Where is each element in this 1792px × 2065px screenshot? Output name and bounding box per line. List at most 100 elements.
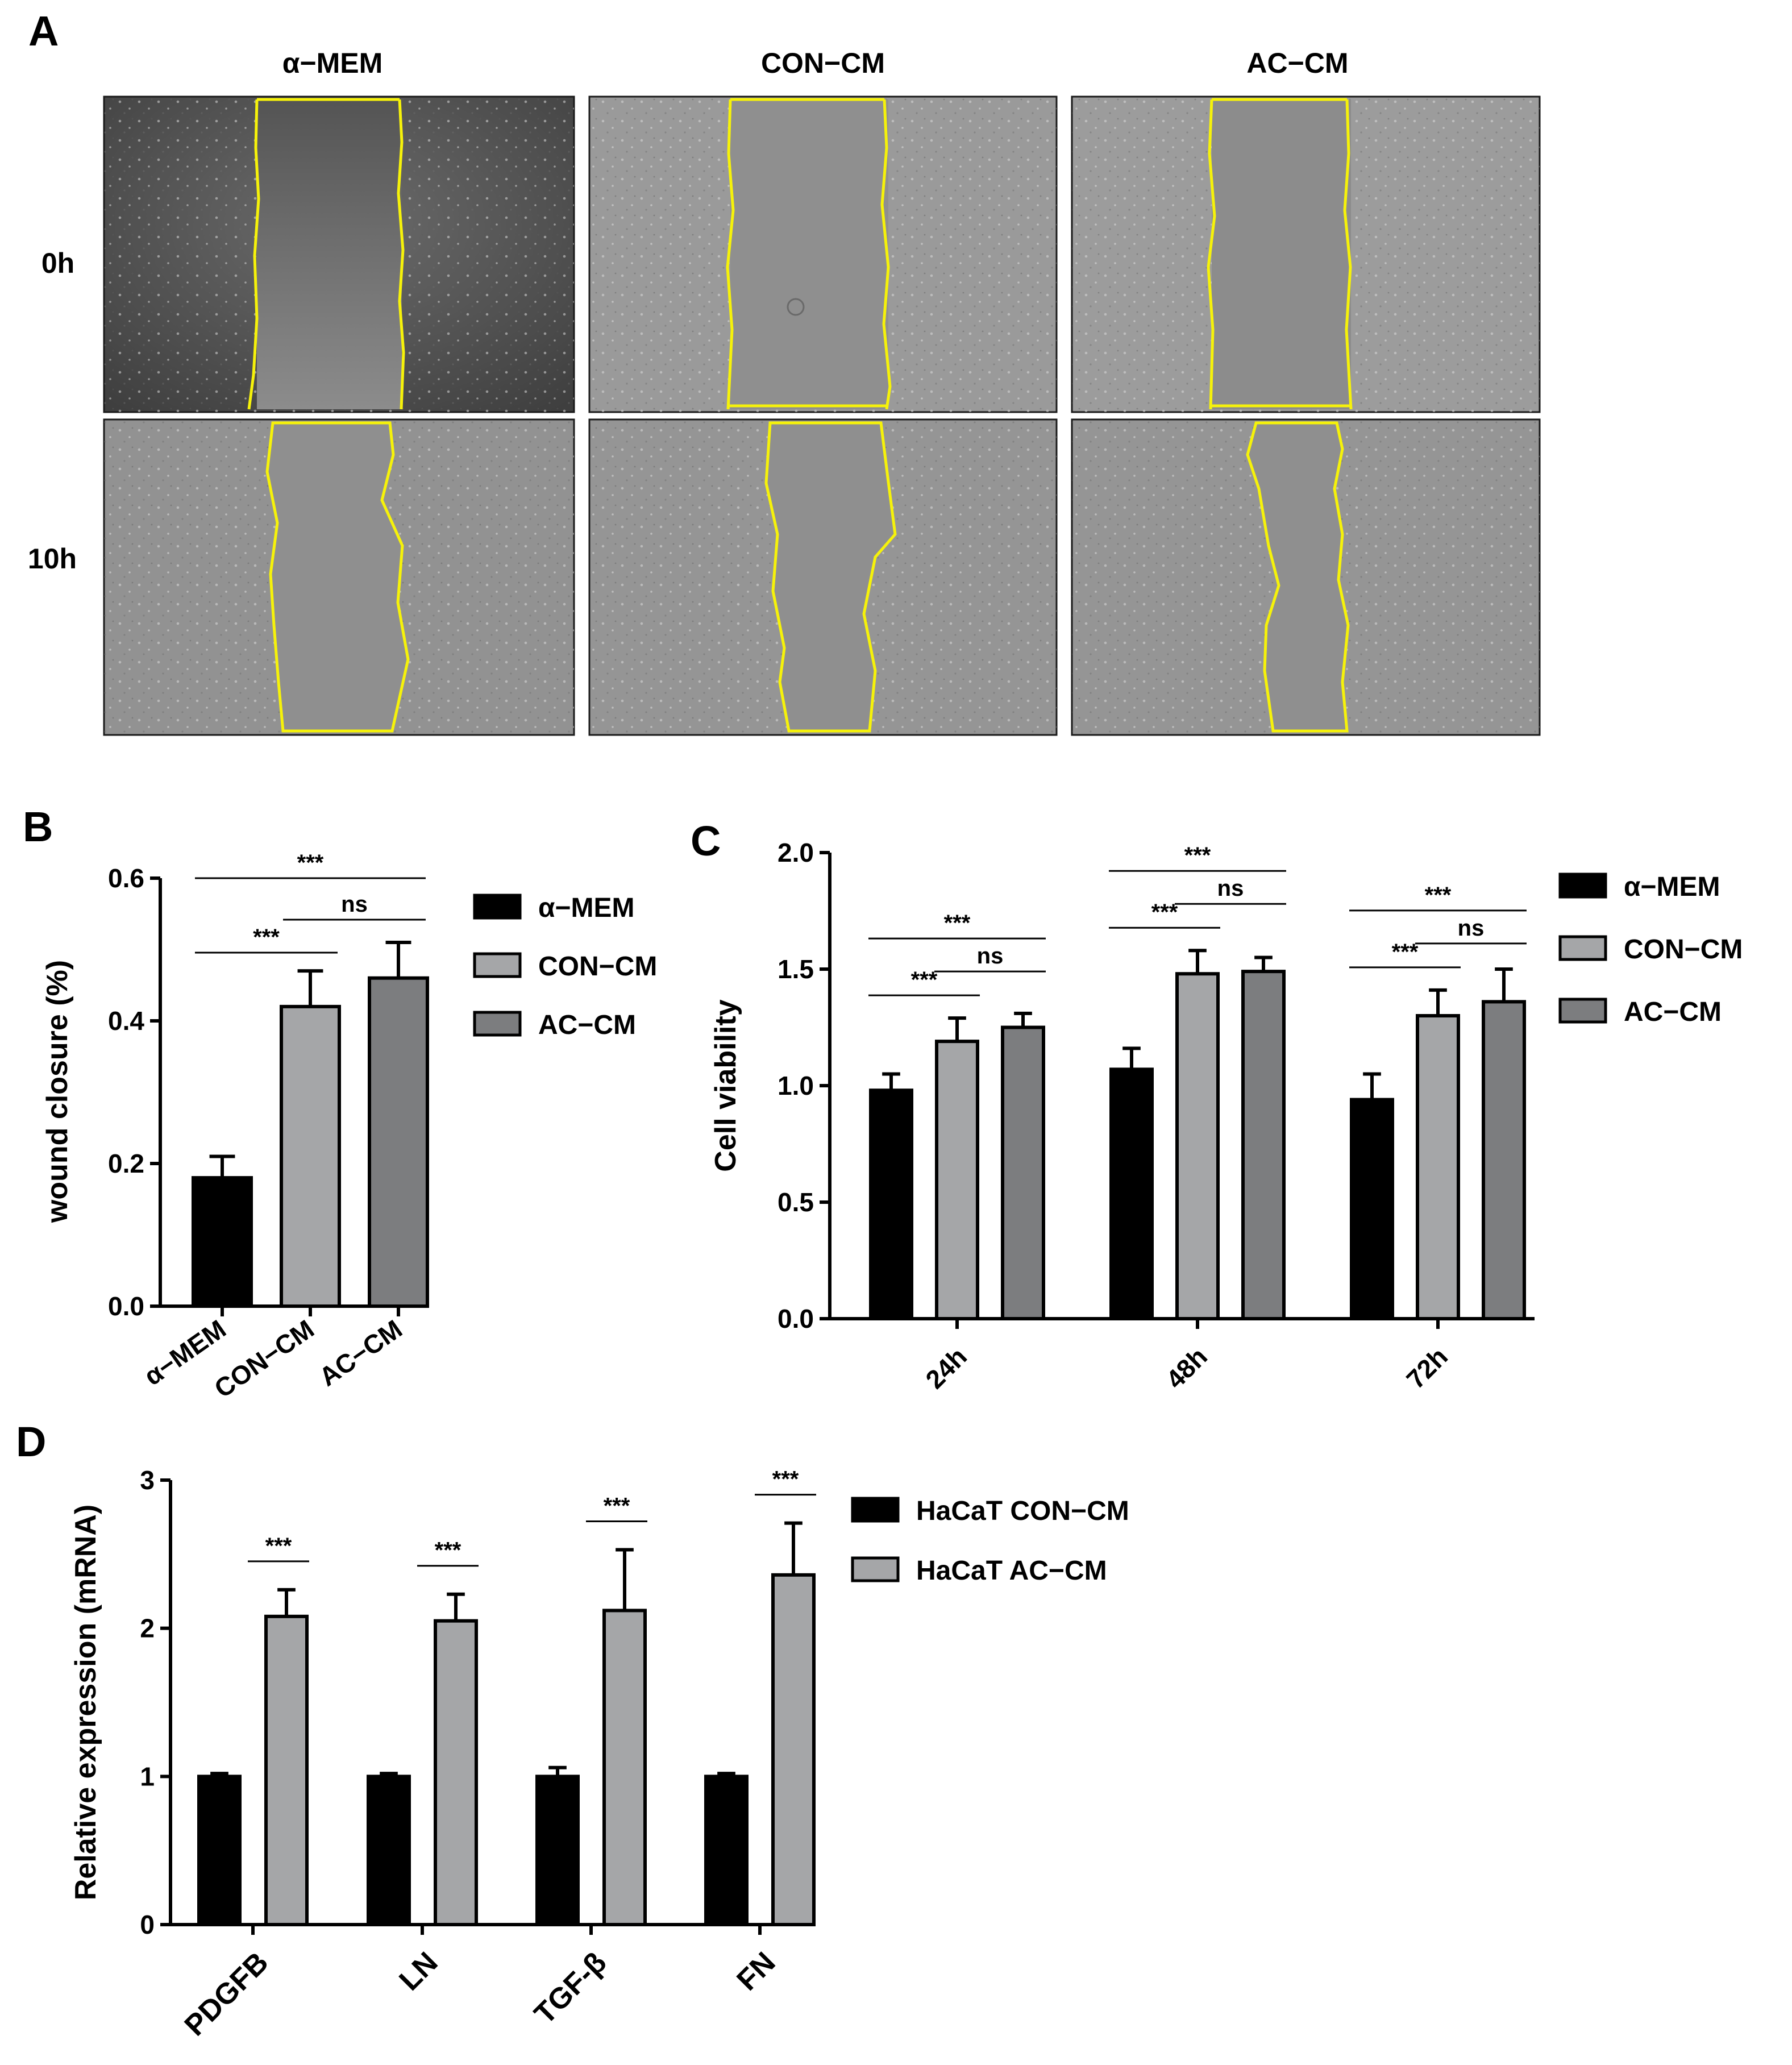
legend-ac-cm-label: AC−CM [1624, 997, 1722, 1027]
significance-48h-1-3-label: *** [1184, 843, 1211, 868]
bar-mem [192, 1176, 253, 1308]
bar-48h-ac-cm [1241, 970, 1286, 1320]
legend-con-cm-label: CON−CM [1624, 934, 1743, 965]
y-tick-label: 2.0 [777, 838, 814, 867]
x-tick-label: 48h [1160, 1341, 1213, 1394]
bar-fn-hacat-ac-cm [771, 1573, 816, 1926]
wound-gap [730, 99, 888, 409]
column-header-ac-cm: AC−CM [1246, 47, 1348, 79]
y-tick-label: 0.6 [108, 863, 144, 893]
bar-pdgfb-hacat-ac-cm [264, 1614, 309, 1926]
y-axis-title: wound closure (%) [41, 960, 74, 1223]
wound-edge-right [397, 99, 405, 410]
micrograph-ac-cm-0h [1071, 95, 1541, 413]
legend-ac-cm-label: AC−CM [538, 1010, 636, 1040]
bar-24h-ac-cm [1001, 1025, 1045, 1320]
wound-gap [265, 421, 410, 733]
column-header-con-cm: CON−CM [761, 47, 885, 79]
micrograph-con-cm-0h [588, 95, 1058, 413]
panel-a-label: A [28, 7, 59, 55]
x-tick-label: LN [393, 1946, 444, 1997]
legend-ac-cm-swatch [1558, 998, 1607, 1024]
legend-hacat-con-cm-swatch [851, 1497, 900, 1523]
legend-hacat-con-cm-label: HaCaT CON−CM [916, 1496, 1129, 1526]
significance-1-3-label: *** [297, 850, 324, 875]
x-tick-label: FN [730, 1946, 781, 1997]
legend-con-cm-swatch [1558, 935, 1607, 961]
legend-con-cm-swatch [473, 952, 522, 978]
significance-24h-2-3-label: ns [977, 944, 1004, 969]
legend-mem-swatch [473, 894, 522, 920]
significance-48h-2-3-label: ns [1217, 876, 1244, 901]
y-tick-label: 0 [140, 1910, 155, 1939]
y-tick-label: 1.5 [777, 954, 814, 984]
x-tick-label: 72h [1400, 1341, 1453, 1394]
wound-gap [764, 421, 897, 733]
significance-ln-label: *** [435, 1538, 461, 1563]
legend-hacat-ac-cm-swatch [851, 1556, 900, 1582]
row-header-10h: 10h [28, 543, 77, 575]
y-axis-title: Relative expression (mRNA) [69, 1505, 102, 1900]
wound-gap [1212, 99, 1351, 409]
significance-tgf-label: *** [604, 1494, 630, 1519]
wound-edge-right [880, 99, 892, 410]
bar-con-cm [280, 1004, 341, 1308]
row-header-0h: 0h [41, 247, 74, 279]
significance-72h-1-3-label: *** [1425, 883, 1452, 908]
panel-c-label: C [691, 817, 721, 865]
bar-24h-mem [869, 1088, 913, 1320]
x-tick-label: 24h [920, 1341, 972, 1394]
x-tick-label: TGF-β [528, 1946, 613, 2030]
y-axis-title: Cell viability [709, 999, 742, 1172]
panel-d-chart: D 0 1 2 3 Relative expression (mRNA) PDGFB ***… [16, 1418, 1129, 2042]
column-header-alpha-mem: α−MEM [282, 47, 383, 79]
significance-48h-1-2-label: *** [1151, 900, 1178, 925]
significance-1-2-label: *** [253, 925, 280, 950]
y-tick-label: 0.5 [777, 1187, 814, 1217]
bar-72h-con-cm [1416, 1014, 1460, 1320]
bar-24h-con-cm [935, 1040, 979, 1320]
panel-a: A α−MEM CON−CM AC−CM 0h 10h [28, 7, 1541, 736]
panel-d-label: D [16, 1418, 46, 1465]
bar-ac-cm [368, 976, 429, 1308]
x-tick-label: CON−CM [209, 1314, 319, 1404]
legend-ac-cm-swatch [473, 1011, 522, 1037]
legend-hacat-ac-cm-label: HaCaT AC−CM [916, 1556, 1107, 1586]
bar-48h-mem [1109, 1067, 1154, 1321]
legend-mem-label: α−MEM [1624, 872, 1720, 902]
bar-fn-hacat-con-cm [704, 1775, 749, 1926]
wound-edge-left [247, 99, 260, 410]
bar-72h-mem [1350, 1098, 1394, 1320]
y-tick-label: 0.0 [108, 1291, 144, 1321]
y-tick-label: 0.0 [777, 1304, 814, 1333]
panel-b-chart: B 0.0 0.2 0.4 0.6 wound closure (%) α−MEM CON−… [23, 803, 657, 1403]
y-tick-label: 0.2 [108, 1149, 144, 1178]
legend-mem-label: α−MEM [538, 893, 635, 923]
legend-con-cm-label: CON−CM [538, 952, 657, 982]
y-tick-label: 0.4 [108, 1006, 144, 1036]
micrograph-con-cm-10h [588, 418, 1058, 736]
significance-72h-1-2-label: *** [1392, 940, 1419, 965]
x-tick-label: AC−CM [314, 1314, 408, 1392]
panel-b-label: B [23, 803, 53, 850]
significance-2-3-label: ns [341, 892, 368, 917]
micrograph-alpha-mem-10h [103, 418, 575, 736]
significance-pdgfb-label: *** [265, 1534, 292, 1559]
y-tick-label: 1 [140, 1761, 155, 1791]
wound-edge-left [1207, 99, 1216, 410]
bar-48h-con-cm [1175, 972, 1220, 1320]
significance-24h-1-2-label: *** [911, 967, 938, 992]
bar-pdgfb-hacat-con-cm [197, 1775, 242, 1926]
bar-tgf-hacat-ac-cm [602, 1609, 647, 1927]
bar-ln-hacat-con-cm [367, 1775, 411, 1926]
micrograph-alpha-mem-0h [103, 95, 575, 413]
wound-gap [257, 99, 402, 409]
significance-fn-label: *** [772, 1467, 799, 1492]
wound-edge-left [726, 99, 735, 410]
bar-ln-hacat-ac-cm [434, 1619, 478, 1926]
bar-72h-ac-cm [1482, 1000, 1526, 1320]
wound-edge-right [1343, 99, 1353, 410]
micrograph-ac-cm-10h [1071, 418, 1541, 736]
